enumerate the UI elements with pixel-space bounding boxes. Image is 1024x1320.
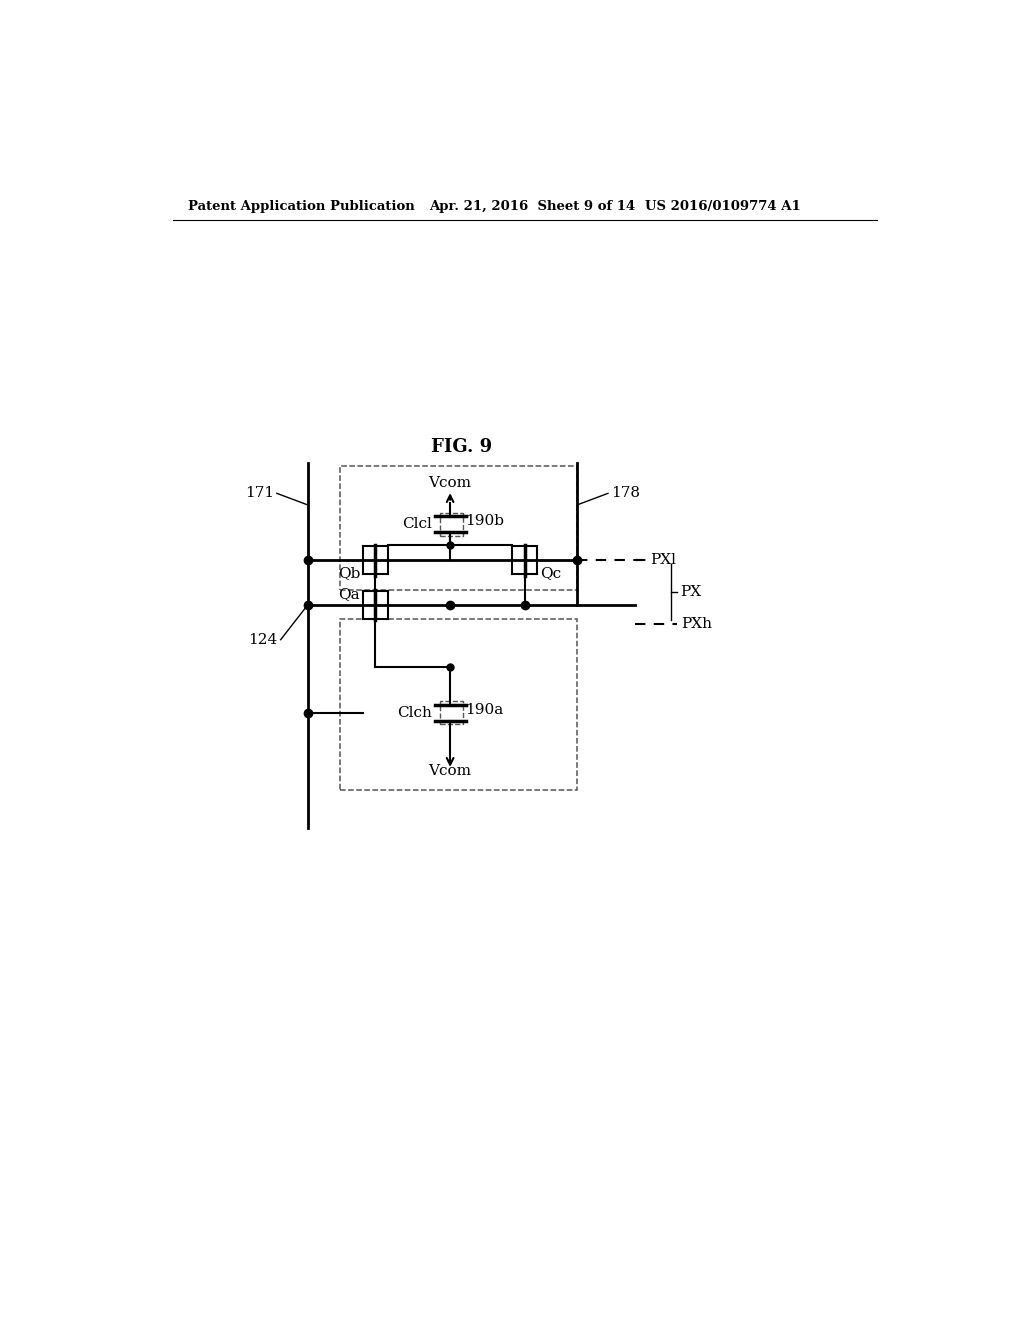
Text: Patent Application Publication: Patent Application Publication — [188, 199, 415, 213]
Bar — [340, 619, 578, 789]
Text: Apr. 21, 2016  Sheet 9 of 14: Apr. 21, 2016 Sheet 9 of 14 — [429, 199, 636, 213]
Text: Vcom: Vcom — [429, 477, 472, 490]
Bar — [340, 466, 578, 590]
Text: Qa: Qa — [338, 587, 360, 601]
Text: PX: PX — [680, 585, 701, 599]
Text: PXh: PXh — [681, 618, 712, 631]
Text: Clcl: Clcl — [401, 517, 432, 531]
Text: PXl: PXl — [650, 553, 676, 568]
Text: Qb: Qb — [338, 566, 360, 581]
Text: 190b: 190b — [466, 513, 505, 528]
Text: Qc: Qc — [541, 566, 561, 581]
Text: 178: 178 — [611, 486, 640, 500]
Bar — [440, 701, 463, 725]
Bar — [440, 512, 463, 536]
Text: 171: 171 — [245, 486, 273, 500]
Text: 124: 124 — [249, 632, 278, 647]
Text: FIG. 9: FIG. 9 — [431, 438, 493, 457]
Text: Clch: Clch — [396, 706, 432, 719]
Text: 190a: 190a — [466, 702, 504, 717]
Text: US 2016/0109774 A1: US 2016/0109774 A1 — [645, 199, 801, 213]
Text: Vcom: Vcom — [429, 763, 472, 777]
